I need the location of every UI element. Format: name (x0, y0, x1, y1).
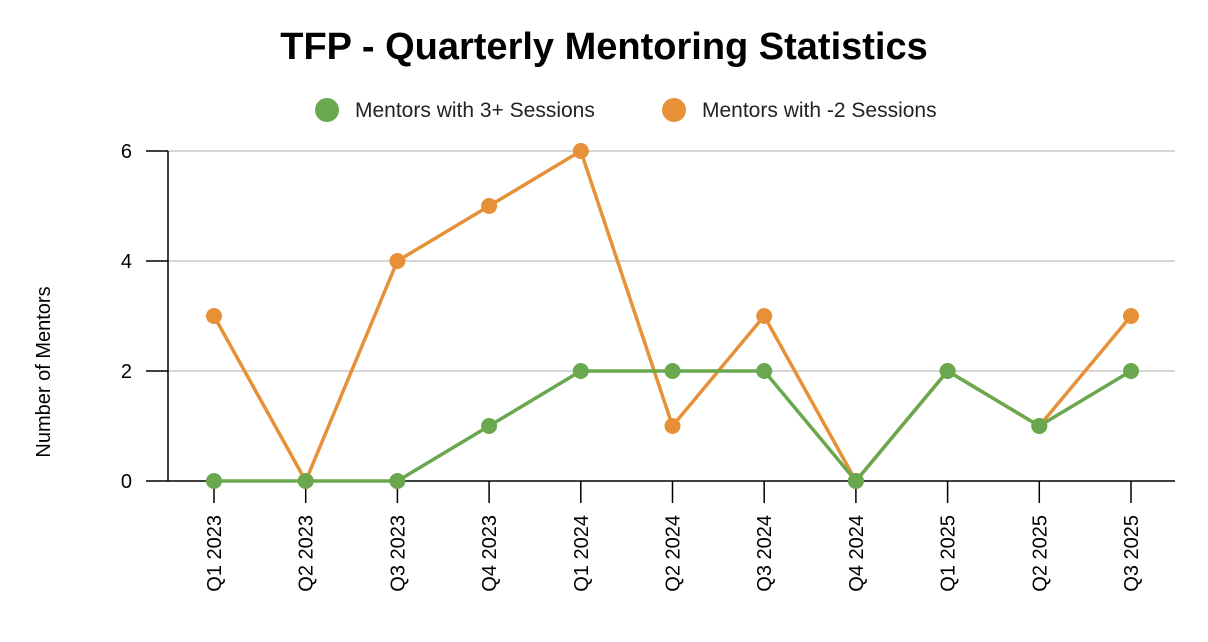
data-point (1123, 363, 1139, 379)
x-tick-label: Q1 2023 (204, 515, 226, 592)
data-point (297, 473, 314, 489)
data-point (664, 418, 681, 434)
x-tick-label: Q3 2025 (1121, 515, 1143, 592)
legend-label: Mentors with 3+ Sessions (355, 99, 595, 122)
x-tick-label: Q4 2023 (479, 515, 501, 592)
y-tick-label: 0 (121, 471, 132, 493)
x-tick-label: Q3 2024 (754, 515, 776, 592)
data-point (481, 418, 498, 434)
x-tick-label: Q2 2025 (1029, 515, 1051, 592)
y-axis-label: Number of Mentors (33, 286, 55, 457)
data-point (389, 253, 406, 269)
data-point (206, 308, 222, 324)
y-tick-label: 6 (121, 141, 132, 163)
x-tick-label: Q3 2023 (387, 515, 409, 592)
x-tick-label: Q1 2025 (938, 515, 960, 592)
y-tick-label: 4 (121, 251, 132, 273)
data-point (847, 473, 864, 489)
data-point (572, 143, 589, 159)
data-point (939, 363, 956, 379)
data-point (756, 363, 773, 379)
data-point (572, 363, 589, 379)
data-point (756, 308, 773, 324)
legend-marker (662, 98, 686, 122)
x-tick-label: Q2 2023 (296, 515, 318, 592)
data-point (206, 473, 222, 489)
x-tick-label: Q1 2024 (571, 515, 593, 592)
data-point (389, 473, 406, 489)
x-tick-label: Q2 2024 (663, 515, 685, 592)
legend-marker (315, 98, 339, 122)
legend-label: Mentors with -2 Sessions (702, 99, 937, 122)
data-point (1031, 418, 1048, 434)
data-point (481, 198, 498, 214)
y-tick-label: 2 (121, 361, 132, 383)
chart-title: TFP - Quarterly Mentoring Statistics (280, 26, 928, 68)
x-tick-label: Q4 2024 (846, 515, 868, 592)
data-point (664, 363, 681, 379)
data-point (1123, 308, 1139, 324)
